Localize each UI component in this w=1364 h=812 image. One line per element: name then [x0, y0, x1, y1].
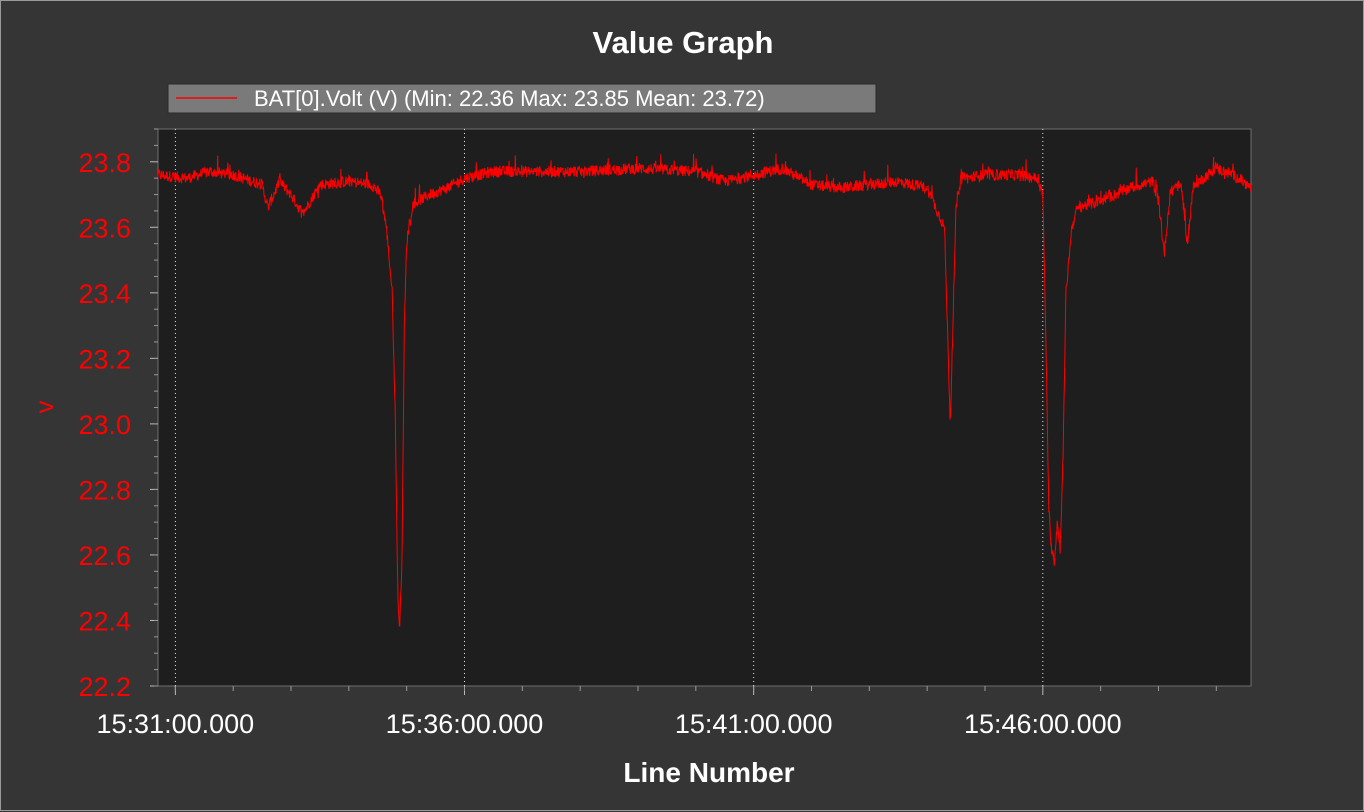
x-tick-label: 15:31:00.000 — [97, 709, 255, 739]
y-tick-label: 23.2 — [78, 344, 131, 374]
legend-label: BAT[0].Volt (V) (Min: 22.36 Max: 23.85 M… — [254, 86, 765, 111]
legend[interactable]: BAT[0].Volt (V) (Min: 22.36 Max: 23.85 M… — [167, 83, 877, 114]
y-tick-label: 23.0 — [78, 410, 131, 440]
x-tick-label: 15:41:00.000 — [675, 709, 833, 739]
grid-lines — [174, 129, 1044, 686]
series-layer — [157, 153, 1252, 627]
x-axis-label: Line Number — [623, 757, 794, 788]
y-tick-label: 23.6 — [78, 213, 131, 243]
y-tick-label: 23.8 — [78, 148, 131, 178]
x-tick-label: 15:46:00.000 — [964, 709, 1122, 739]
y-axis: 22.2 22.4 22.6 22.8 23.0 23.2 23.4 23.6 23.8 — [78, 128, 158, 702]
y-tick-label: 22.4 — [78, 606, 131, 636]
x-axis: 15:31:00.000 15:36:00.000 15:41:00.000 15:4… — [97, 686, 1217, 739]
series-line-bat0-volt — [157, 153, 1252, 627]
y-tick-label: 22.6 — [78, 541, 131, 571]
y-tick-label: 22.2 — [78, 672, 131, 702]
chart-title: Value Graph — [593, 25, 774, 60]
x-tick-label: 15:36:00.000 — [386, 709, 544, 739]
y-tick-label: 23.4 — [78, 279, 131, 309]
legend-box — [167, 83, 877, 114]
y-axis-label: v — [29, 401, 59, 414]
plot-area — [157, 128, 1252, 687]
y-tick-label: 22.8 — [78, 475, 131, 505]
